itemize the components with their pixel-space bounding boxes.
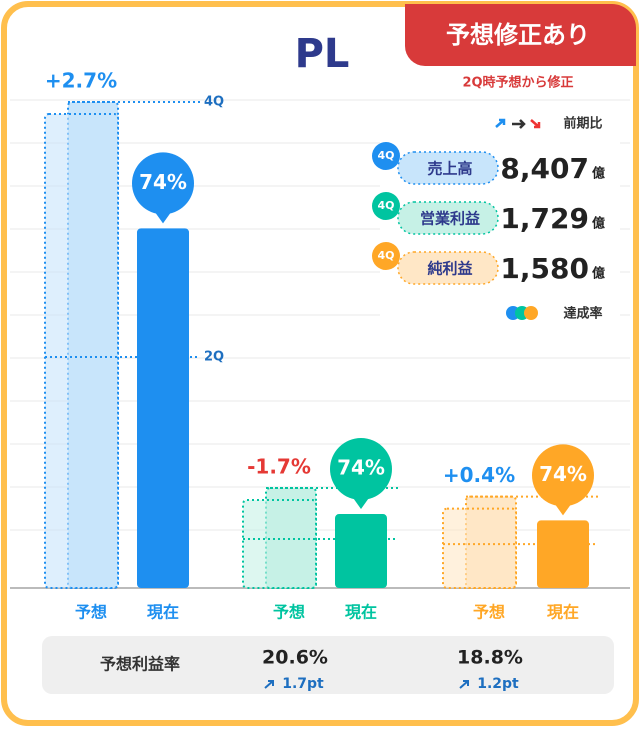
line-label: 2Q (204, 350, 224, 365)
period-badge (372, 192, 400, 220)
legend-achievement: 達成率 (563, 306, 602, 322)
change-label: -1.7% (247, 455, 311, 479)
legend-dots (506, 306, 538, 320)
name-pill (397, 201, 499, 235)
name: 売上高 (427, 160, 472, 178)
period-badge (372, 242, 400, 270)
up-arrow (264, 680, 274, 689)
up-arrow (459, 680, 469, 689)
bar-label: 予想 (273, 603, 305, 622)
line-label: 4Q (204, 95, 224, 110)
period-badge-label: 4Q (377, 149, 394, 162)
chart-title: PL (295, 31, 350, 77)
name: 純利益 (427, 260, 472, 278)
forecast-ghost (442, 507, 517, 590)
current-bar (335, 514, 387, 588)
forecast-ghost (242, 499, 317, 589)
name: 営業利益 (420, 210, 480, 228)
margin-value: 20.6% (262, 647, 328, 669)
bar-label: 予想 (473, 603, 505, 622)
bar-label: 現在 (547, 603, 579, 622)
forecast-value: 1,580 (500, 252, 589, 285)
unit: 億 (592, 166, 605, 182)
current-bar (537, 520, 589, 588)
forecast-value: 8,407 (500, 152, 589, 185)
legend-change: 前期比 (563, 116, 602, 132)
badge: 予想修正あり (446, 21, 590, 49)
name-pill (397, 251, 499, 285)
bubble (330, 438, 392, 501)
unit: 億 (592, 216, 605, 232)
unit: 億 (592, 266, 605, 282)
forecast-value: 1,729 (500, 202, 589, 235)
period-badge-label: 4Q (377, 199, 394, 212)
margin-bg (42, 636, 614, 694)
subtitle: 2Q時予想から修正 (462, 75, 573, 91)
legend-arrows (495, 118, 541, 129)
name-pill (397, 151, 499, 185)
period-badge (372, 142, 400, 170)
margin-title: 予想利益率 (100, 655, 180, 674)
bar-label: 現在 (345, 603, 377, 622)
achievement-label: 74% (539, 462, 587, 486)
margin-value: 18.8% (457, 647, 523, 669)
achievement-label: 74% (337, 456, 385, 480)
achievement-label: 74% (139, 170, 187, 194)
current-bar (137, 228, 189, 589)
bar-label: 現在 (147, 603, 179, 622)
badge-bg (405, 4, 636, 66)
bubble (532, 444, 594, 507)
change-label: +2.7% (45, 69, 117, 93)
bar-label: 予想 (75, 603, 107, 622)
bubble (132, 152, 194, 215)
forecast-ghost (44, 113, 119, 589)
period-badge-label: 4Q (377, 249, 394, 262)
change-label: +0.4% (443, 463, 515, 487)
margin-change: 1.2pt (477, 676, 519, 692)
margin-change: 1.7pt (282, 676, 324, 692)
